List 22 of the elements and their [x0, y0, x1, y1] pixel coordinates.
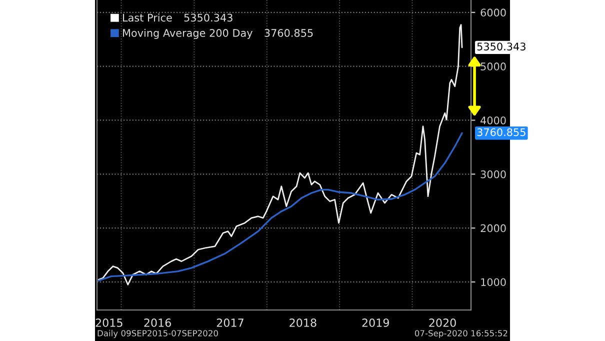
line-series — [98, 132, 463, 282]
line-series — [98, 24, 463, 286]
x-tick-label: 2017 — [216, 318, 244, 327]
y-tick-label: 5000 — [480, 62, 506, 70]
y-tick-label: 6000 — [480, 8, 506, 17]
y-tick-label: 4000 — [480, 116, 506, 124]
text: 07-Sep-2020 16:55:52 — [414, 330, 508, 338]
y-tick-label: 1000 — [481, 278, 506, 286]
data-label: 3760.855 — [477, 128, 526, 136]
x-tick-label: 2019 — [362, 318, 389, 327]
y-tick-label: 2000 — [480, 224, 506, 232]
legend-label: Last Price — [123, 14, 172, 22]
y-tick-label: 3000 — [480, 170, 506, 178]
x-tick-label: 2015 — [96, 318, 122, 327]
x-tick-label: 2018 — [290, 318, 316, 327]
x-tick-label: 2016 — [144, 318, 171, 327]
legend-label: Moving Average 200 Day — [123, 28, 252, 39]
text: 5350.343 — [184, 14, 232, 22]
text: Daily 09SEP2015-07SEP2020 — [98, 330, 218, 338]
data-label: 5350.343 — [477, 42, 526, 50]
text: 3760.855 — [264, 29, 313, 37]
x-tick-label: 2020 — [429, 318, 456, 327]
